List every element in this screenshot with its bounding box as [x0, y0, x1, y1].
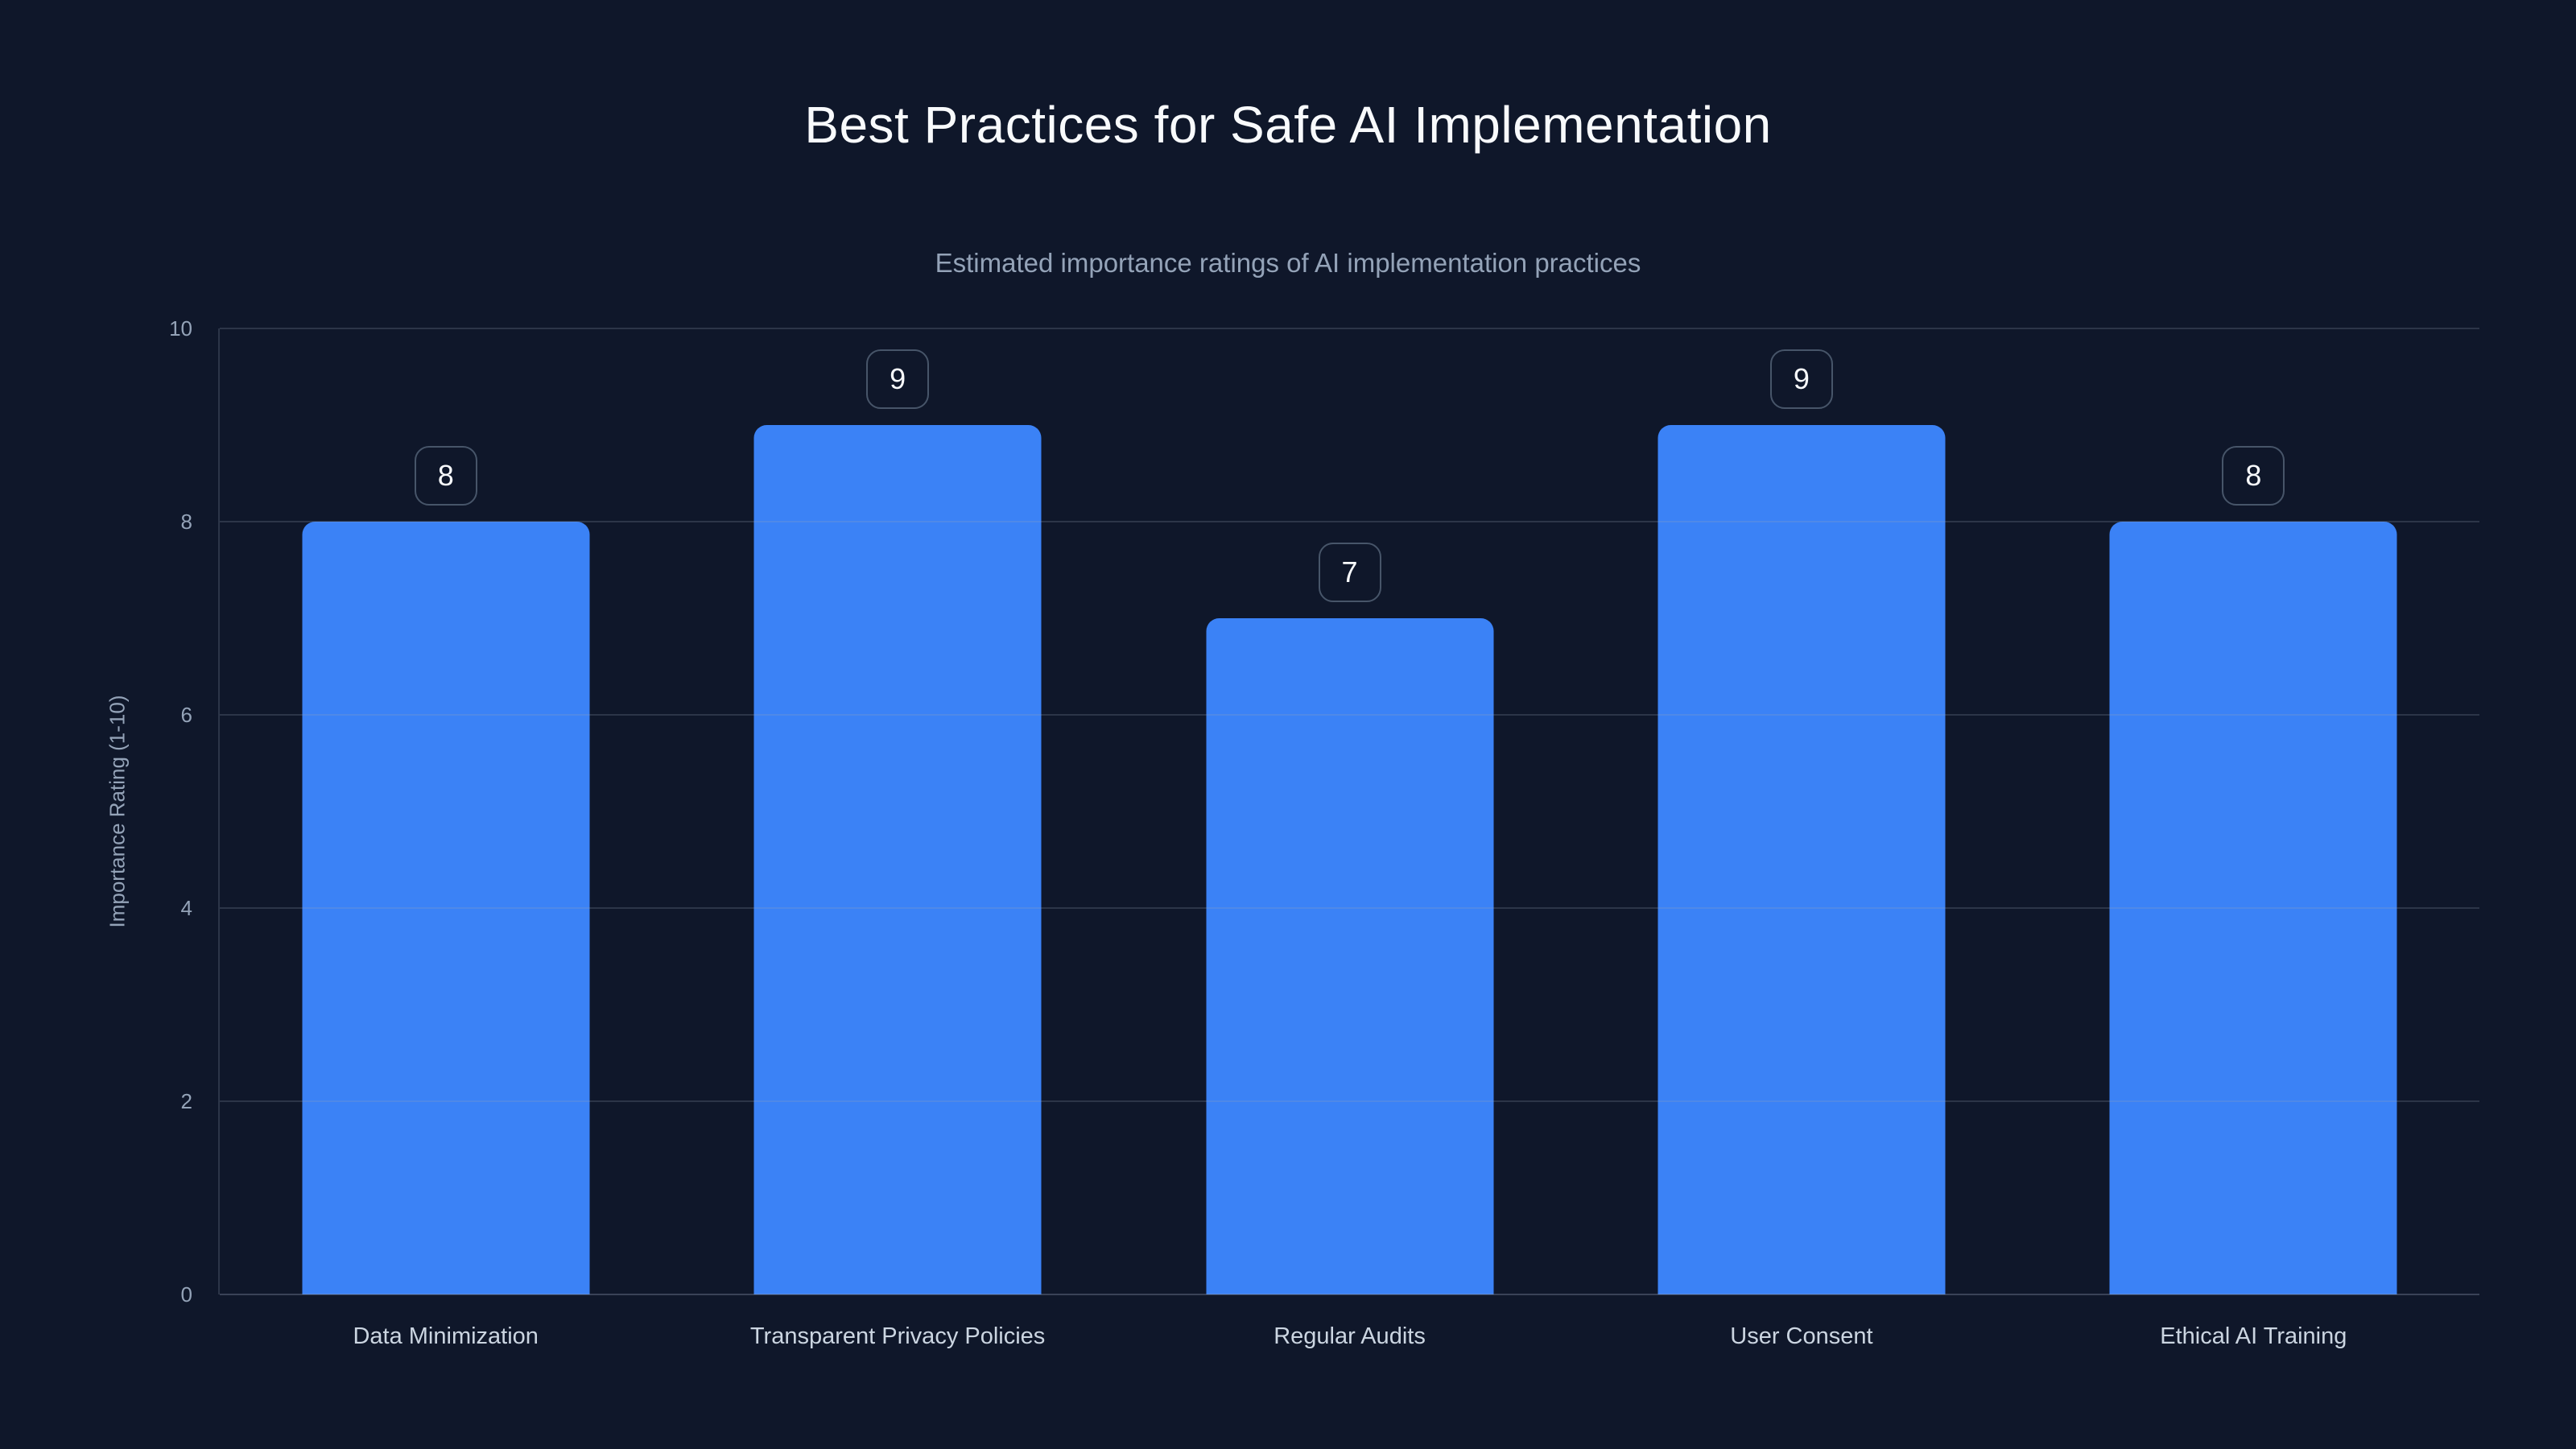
chart-subtitle: Estimated importance ratings of AI imple… [935, 248, 1641, 278]
y-tick-label: 0 [180, 1282, 192, 1307]
gridline [220, 907, 2479, 909]
bar-group: 7 Regular Audits [1124, 328, 1575, 1349]
x-axis-category-label: Regular Audits [1274, 1323, 1426, 1349]
chart-title: Best Practices for Safe AI Implementatio… [804, 96, 1772, 154]
x-axis-category-label: Transparent Privacy Policies [749, 1323, 1046, 1349]
gridline [220, 521, 2479, 522]
value-badge: 7 [1318, 543, 1381, 602]
gridline [220, 1294, 2479, 1295]
bar [2109, 522, 2397, 1294]
gridline [220, 714, 2479, 716]
x-axis-category-label: User Consent [1730, 1323, 1873, 1349]
gridline [220, 1100, 2479, 1102]
y-tick-label: 10 [169, 316, 192, 341]
y-tick-label: 4 [180, 896, 192, 920]
y-tick-label: 6 [180, 703, 192, 727]
bar-group: 9 Transparent Privacy Policies [671, 328, 1123, 1349]
bar [302, 522, 590, 1294]
bar [753, 425, 1042, 1294]
y-tick-label: 8 [180, 510, 192, 534]
bar-group: 8 Ethical AI Training [2028, 328, 2479, 1349]
y-tick-label: 2 [180, 1089, 192, 1113]
plot-area: 8 Data Minimization 9 Transparent Privacy P… [218, 328, 2479, 1349]
value-badge: 8 [414, 446, 477, 506]
bars-container: 8 Data Minimization 9 Transparent Privacy P… [220, 328, 2479, 1349]
value-badge: 8 [2222, 446, 2285, 506]
x-axis-category-label: Ethical AI Training [2160, 1323, 2347, 1349]
y-axis-ticks: 0 2 4 6 8 10 [0, 318, 192, 1305]
value-badge: 9 [866, 349, 930, 409]
value-badge: 9 [1769, 349, 1833, 409]
gridline [220, 328, 2479, 329]
bar-group: 9 User Consent [1575, 328, 2027, 1349]
bar [1206, 618, 1494, 1294]
bar [1657, 425, 1946, 1294]
x-axis-category-label: Data Minimization [353, 1323, 539, 1349]
bar-group: 8 Data Minimization [220, 328, 671, 1349]
